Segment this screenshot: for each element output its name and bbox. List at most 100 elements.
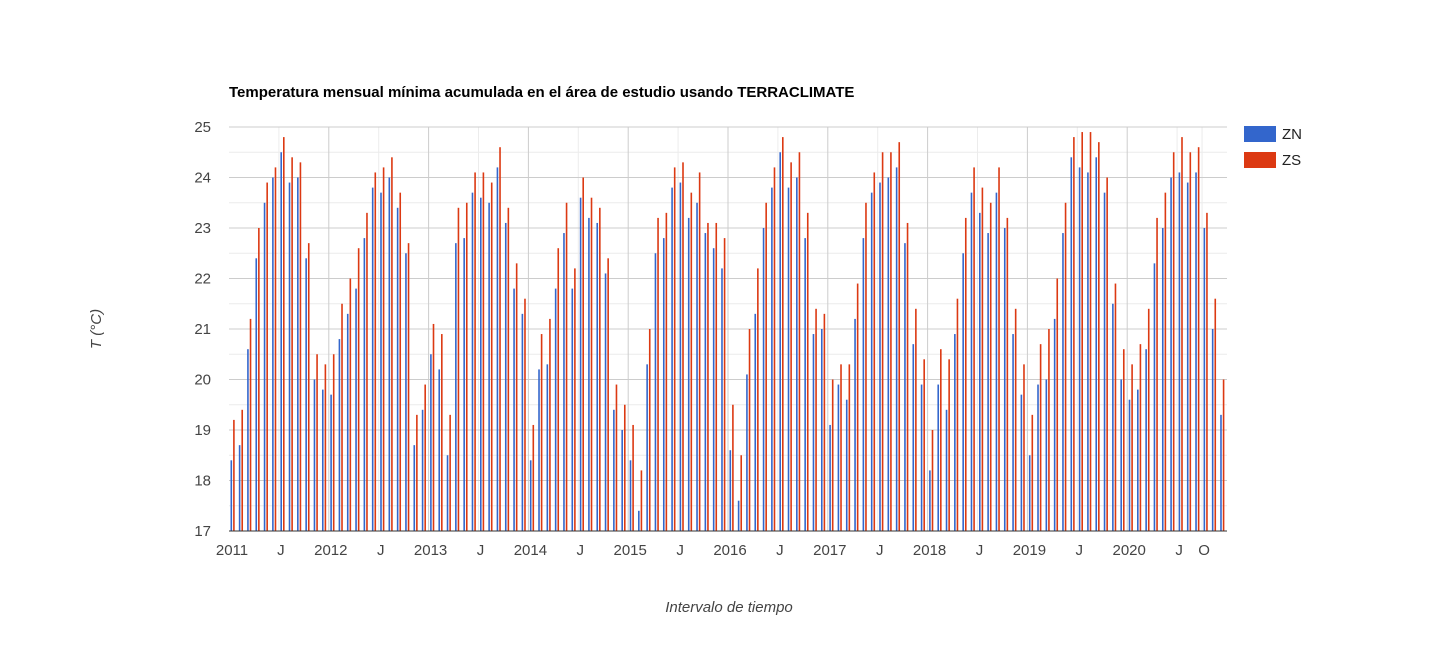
bar-zn — [255, 258, 258, 531]
bar-zs — [233, 419, 235, 531]
bar-zn — [1137, 389, 1139, 531]
bar-zs — [549, 318, 551, 531]
chart-title: Temperatura mensual mínima acumulada en … — [229, 84, 854, 101]
x-tick-label: J — [776, 542, 784, 559]
bar-zs — [856, 283, 859, 531]
bar-zn — [646, 364, 648, 531]
bar-zs — [249, 318, 252, 531]
bar-zs — [732, 404, 734, 531]
bar-zs — [673, 167, 676, 531]
bar-zn — [480, 197, 482, 531]
bar-zn — [671, 187, 673, 531]
bar-zs — [274, 167, 277, 531]
bar-zn — [346, 313, 349, 531]
legend: ZN ZS — [1244, 126, 1302, 169]
bar-zs — [424, 384, 426, 531]
bar-zs — [1131, 364, 1133, 531]
bar-zn — [829, 424, 831, 531]
bar-zs — [806, 212, 809, 531]
bar-zs — [1172, 152, 1175, 531]
bar-zn — [455, 243, 457, 531]
y-tick-label: 20 — [194, 372, 211, 389]
bar-zn — [571, 288, 574, 531]
bar-zs — [931, 430, 934, 531]
bar-zn — [737, 500, 740, 531]
bar-zs — [382, 167, 385, 531]
bar-zs — [923, 359, 925, 531]
bar-zn — [621, 430, 623, 531]
bar-zn — [929, 470, 931, 531]
bar-zn — [438, 369, 441, 531]
bar-zs — [848, 364, 851, 531]
y-tick-label: 25 — [194, 119, 211, 136]
bar-zs — [590, 197, 593, 531]
bar-zn — [654, 253, 657, 531]
bar-zs — [574, 268, 576, 531]
bar-zs — [258, 228, 260, 531]
bar-zs — [316, 354, 318, 531]
bar-zs — [915, 308, 917, 531]
bar-zs — [582, 177, 584, 531]
bar-zn — [904, 243, 906, 531]
bar-zn — [513, 288, 515, 531]
bar-zs — [798, 152, 801, 531]
bar-zn — [1070, 157, 1073, 532]
bar-zn — [771, 187, 773, 531]
bar-zs — [1014, 308, 1017, 531]
bar-zn — [1178, 172, 1181, 531]
bar-zs — [299, 162, 302, 531]
bar-zn — [895, 167, 898, 531]
bar-zn — [330, 394, 332, 531]
bar-zn — [363, 238, 366, 531]
bar-zn — [1203, 228, 1206, 531]
bar-zn — [1211, 329, 1214, 531]
x-tick-label: J — [876, 542, 884, 559]
bar-zs — [1139, 344, 1142, 531]
bar-zs — [665, 212, 668, 531]
bar-zn — [563, 233, 565, 532]
bar-zs — [782, 137, 784, 531]
bar-zn — [413, 445, 416, 531]
bar-zs — [349, 278, 352, 531]
bar-zn — [887, 177, 890, 531]
bar-zn — [1078, 167, 1081, 531]
bar-zs — [341, 303, 343, 531]
bar-zs — [1106, 177, 1108, 531]
bar-zs — [507, 207, 510, 532]
bar-zs — [740, 455, 743, 531]
bar-zn — [962, 253, 964, 531]
bar-zn — [812, 334, 815, 531]
bar-zn — [837, 384, 840, 531]
bar-zs — [291, 157, 293, 532]
bar-zs — [557, 248, 560, 531]
bar-zn — [305, 258, 307, 531]
bar-zn — [820, 329, 823, 531]
bar-zs — [1214, 298, 1217, 531]
bar-zn — [1037, 384, 1039, 531]
y-tick-label: 17 — [194, 523, 211, 540]
bar-zn — [529, 460, 532, 531]
bar-zs — [474, 172, 476, 531]
x-tick-label: J — [377, 542, 385, 559]
bar-zs — [815, 308, 817, 531]
bar-zn — [396, 207, 399, 532]
bar-zs — [906, 222, 909, 531]
bar-zs — [524, 298, 526, 531]
bar-zs — [1164, 192, 1167, 531]
bar-zn — [987, 233, 989, 532]
bar-zs — [1039, 344, 1042, 531]
bar-zn — [762, 228, 765, 531]
bar-zs — [981, 187, 984, 531]
bar-zs — [748, 329, 751, 531]
legend-swatch-zn — [1244, 126, 1276, 142]
bar-zn — [1028, 455, 1031, 531]
bar-zs — [540, 334, 543, 531]
y-tick-label: 18 — [194, 473, 211, 490]
bar-zs — [366, 212, 368, 531]
bar-zn — [496, 167, 499, 531]
x-tick-label: 2020 — [1113, 542, 1146, 559]
x-tick-label: J — [277, 542, 285, 559]
bar-zs — [881, 152, 884, 531]
bar-zn — [288, 182, 291, 532]
